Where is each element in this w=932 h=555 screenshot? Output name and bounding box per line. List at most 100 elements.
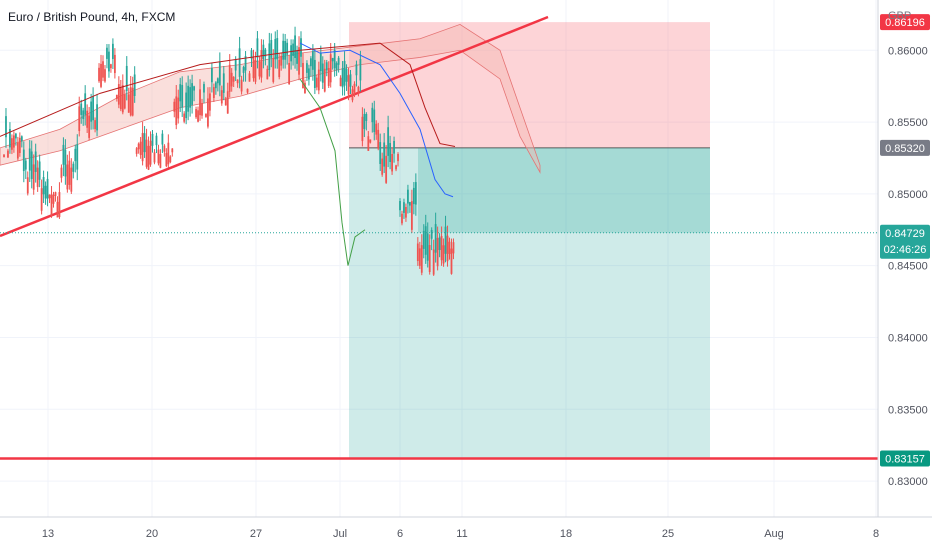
candle-body: [246, 88, 249, 93]
candle-body: [412, 187, 415, 205]
candle-body: [16, 142, 19, 159]
tenkan-line: [299, 42, 454, 198]
candles-group: [3, 26, 455, 276]
time-tick-label: 8: [873, 528, 879, 540]
candle-body: [262, 44, 265, 59]
candle-body: [329, 54, 332, 83]
candle-body: [13, 135, 15, 148]
candle-body: [238, 48, 241, 77]
price-badge-label: 0.85320: [885, 143, 925, 155]
candle-body: [60, 167, 63, 178]
candle-body: [416, 243, 419, 262]
candle-body: [264, 49, 267, 57]
candle-body: [242, 67, 245, 73]
candle-body: [137, 143, 140, 150]
candle-body: [403, 202, 405, 213]
candle-body: [96, 104, 98, 131]
candle-body: [30, 151, 33, 179]
candle-body: [444, 226, 447, 254]
candle-body: [56, 201, 59, 218]
candle-body: [222, 73, 225, 93]
candle-body: [434, 224, 437, 253]
candle-body: [70, 167, 73, 192]
candle-body: [151, 133, 154, 146]
symbol-title[interactable]: Euro / British Pound, 4h, FXCM: [6, 10, 178, 24]
candle-body: [240, 79, 243, 92]
candle-body: [317, 69, 320, 91]
candle-body: [54, 192, 57, 196]
time-tick-label: Aug: [764, 528, 784, 540]
candle-body: [345, 68, 348, 82]
candle-body: [127, 94, 130, 113]
kijun-line: [0, 42, 456, 147]
candle-body: [139, 141, 142, 155]
candle-body: [214, 82, 217, 89]
candle-body: [252, 57, 255, 79]
candle-body: [14, 133, 17, 139]
candle-body: [117, 84, 120, 105]
candle-body: [268, 43, 271, 70]
candle-body: [218, 61, 221, 86]
price-badge-stop: [880, 14, 930, 31]
candle-body: [44, 185, 47, 199]
candle-body: [133, 74, 136, 96]
candle-body: [323, 68, 326, 92]
price-tick-label: 0.84500: [888, 261, 928, 273]
candle-body: [28, 148, 31, 171]
time-tick-label: 20: [146, 528, 158, 540]
stop-loss-zone: [349, 22, 710, 148]
candle-body: [94, 120, 96, 130]
candle-body: [163, 145, 166, 152]
candle-body: [22, 149, 25, 172]
candle-body: [266, 68, 269, 80]
candle-body: [74, 148, 77, 162]
candle-body: [232, 76, 235, 82]
candle-body: [135, 148, 138, 154]
candle-body: [88, 115, 91, 138]
candle-body: [72, 163, 75, 172]
candle-body: [108, 51, 110, 72]
candle-body: [397, 154, 399, 162]
candle-body: [306, 63, 308, 73]
candle-body: [410, 201, 413, 230]
candle-body: [147, 145, 150, 170]
time-tick-label: 27: [250, 528, 262, 540]
candle-body: [308, 68, 310, 80]
candle-body: [102, 61, 104, 78]
price-badge-last: [880, 224, 930, 259]
candle-body: [20, 136, 23, 142]
candle-body: [181, 85, 184, 108]
candle-body: [100, 63, 102, 87]
candle-body: [52, 194, 55, 204]
candle-body: [66, 164, 69, 190]
candle-body: [226, 91, 229, 114]
price-tick-label: 0.83500: [888, 404, 928, 416]
candle-body: [379, 142, 382, 165]
time-tick-label: 18: [560, 528, 572, 540]
candle-body: [177, 97, 180, 119]
candle-body: [367, 136, 370, 151]
candle-body: [355, 64, 358, 76]
candle-body: [106, 47, 108, 59]
candle-body: [369, 139, 372, 143]
candle-body: [179, 84, 182, 102]
candle-body: [50, 194, 53, 217]
candle-body: [234, 59, 237, 71]
take-profit-zone: [349, 147, 710, 459]
candle-body: [175, 96, 178, 126]
candle-body: [333, 49, 336, 69]
candle-body: [414, 182, 417, 205]
candle-body: [343, 60, 346, 86]
candle-body: [64, 149, 67, 177]
candle-body: [321, 63, 324, 83]
candle-body: [26, 177, 29, 194]
candle-body: [385, 155, 388, 183]
candle-body: [98, 67, 100, 82]
candle-body: [84, 93, 87, 115]
candle-body: [274, 39, 277, 60]
candle-body: [442, 245, 445, 264]
price-axis-bg: [878, 0, 932, 550]
candle-body: [335, 63, 338, 71]
